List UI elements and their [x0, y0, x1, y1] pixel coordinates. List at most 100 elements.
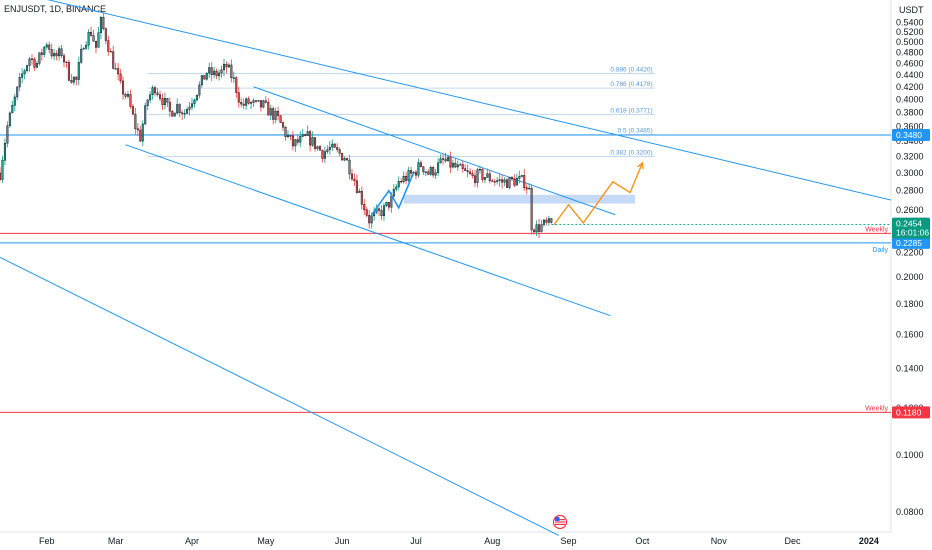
candle-body [158, 94, 161, 99]
time-tick-label: 2024 [859, 536, 879, 546]
time-tick-label: Aug [484, 536, 500, 546]
candle-body [50, 49, 53, 57]
candle-body [545, 219, 548, 223]
candle-body [397, 181, 400, 188]
fib-label: 0.5 (0.3485) [618, 128, 653, 135]
candle-body [296, 139, 299, 143]
candle-body [90, 31, 93, 36]
candle-body [13, 96, 16, 106]
candle-body [195, 94, 198, 101]
candle-body [198, 84, 201, 96]
candle-body [193, 99, 196, 105]
economic-events-icon[interactable] [552, 514, 568, 530]
candle-body [0, 172, 2, 180]
candle-body [35, 63, 38, 68]
candle-body [82, 48, 85, 50]
fib-label: 0.886 (0.4420) [610, 67, 652, 74]
candle-body [331, 143, 334, 148]
wave-drawing [371, 172, 415, 216]
candle-body [291, 135, 294, 147]
candle-body [200, 75, 203, 86]
candle-body [264, 100, 267, 103]
fib-label: 0.786 (0.4178) [610, 81, 652, 88]
fib-label: 0.618 (0.3771) [610, 107, 652, 114]
candle-body [321, 149, 324, 159]
candle-body [304, 134, 307, 136]
candle-body [94, 40, 98, 48]
candle-body [294, 139, 297, 147]
price-tick-label: 0.4600 [896, 58, 924, 68]
candle-body [525, 187, 528, 190]
candle-body [181, 112, 184, 114]
candle-body [134, 113, 137, 129]
candle-body [547, 218, 550, 223]
candle-body [538, 224, 541, 232]
candle-body [117, 68, 120, 75]
price-tick-label: 0.2200 [896, 248, 924, 258]
candle-body [314, 137, 317, 149]
currency-label: USDT [899, 5, 924, 15]
level-label: Daily [872, 247, 888, 254]
projection-path [553, 161, 644, 226]
candle-body [269, 108, 272, 116]
candle-body [424, 171, 427, 173]
candle-body [237, 92, 240, 103]
candle-body [257, 100, 260, 102]
candle-body [442, 158, 445, 160]
candle-body [43, 46, 46, 55]
candle-body [378, 208, 381, 211]
candle-body [235, 77, 238, 93]
candle-body [513, 178, 516, 186]
candle-body [402, 175, 405, 183]
candle-body [518, 176, 521, 179]
candle-body [316, 146, 319, 149]
candle-body [498, 179, 501, 181]
price-tick-label: 0.4800 [896, 48, 924, 58]
candle-body [338, 149, 341, 154]
candle-body [33, 58, 36, 68]
candle-body [469, 171, 472, 174]
candle-body [437, 162, 440, 173]
candle-body [540, 224, 543, 232]
trend-channels [0, 0, 892, 536]
candle-body [102, 16, 105, 29]
candle-body [348, 159, 351, 175]
demand-zone-layer [403, 194, 636, 204]
current-price-value: 0.2454 [896, 219, 922, 229]
channel-line [125, 144, 611, 317]
price-tick-label: 0.1400 [896, 363, 924, 373]
candle-body [65, 61, 68, 63]
price-tick-label: 0.3800 [896, 107, 924, 117]
chart-title: ENJUSDT, 1D, BINANCE [4, 4, 106, 14]
candle-body [67, 62, 70, 81]
candle-body [427, 171, 430, 175]
candle-body [109, 51, 112, 53]
candle-body [395, 186, 398, 190]
price-tick-label: 0.1800 [896, 299, 924, 309]
candle-body [45, 44, 48, 48]
candle-body [104, 28, 107, 41]
candle-body [286, 135, 289, 137]
candle-body [119, 73, 122, 82]
candle-body [144, 105, 147, 125]
candle-body [501, 179, 504, 183]
candle-body [414, 171, 417, 176]
price-tick-label: 0.4200 [896, 82, 924, 92]
candle-body [205, 72, 208, 80]
candle-body [461, 164, 464, 169]
channel-line [47, 0, 892, 201]
time-tick-label: Dec [785, 536, 802, 546]
candle-body [16, 86, 19, 98]
time-axis[interactable]: Feb Mar Apr May Jun Jul Aug Sep Oct Nov Dec 2024 [39, 536, 879, 546]
candle-body [336, 147, 339, 150]
candle-body [28, 58, 31, 66]
candle-body [306, 131, 309, 136]
candle-body [220, 69, 223, 74]
candle-body [171, 110, 174, 117]
candle-body [53, 53, 56, 57]
candle-body [48, 44, 51, 50]
candle-body [476, 169, 479, 183]
candle-body [122, 80, 125, 95]
